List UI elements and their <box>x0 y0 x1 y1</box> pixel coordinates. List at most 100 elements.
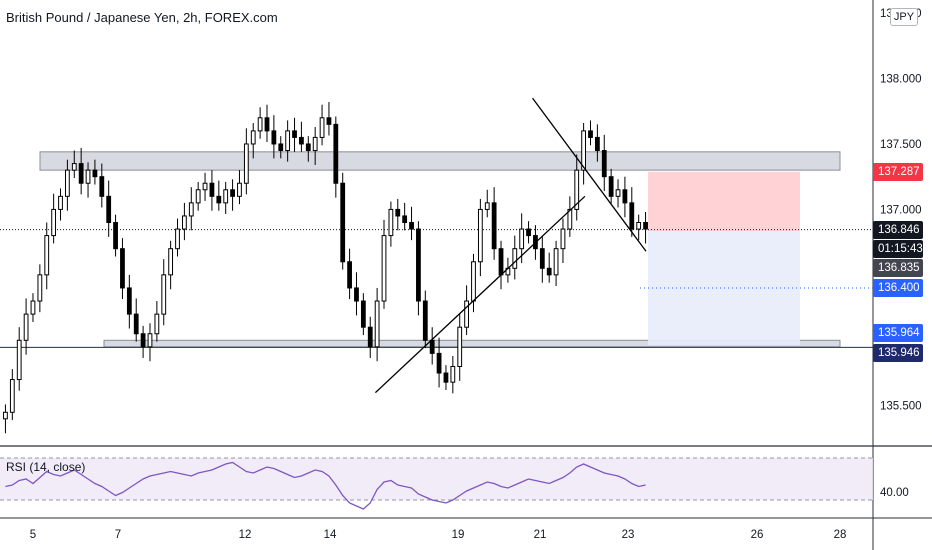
candle-body <box>402 215 408 224</box>
y-tick-label: 137.000 <box>880 204 922 216</box>
x-tick-label: 21 <box>534 529 547 541</box>
candle-body <box>16 339 22 381</box>
candle-body <box>264 117 270 132</box>
rsi-line <box>5 461 646 510</box>
candle-body <box>58 195 63 210</box>
candle-body <box>250 130 256 145</box>
candle-body <box>92 169 98 178</box>
candle-body <box>574 169 580 210</box>
ascending-trendline <box>374 195 586 394</box>
y-tick-label: 135.500 <box>880 401 922 413</box>
x-tick-label: 26 <box>751 529 764 541</box>
candle-body <box>526 228 531 237</box>
candle-body <box>615 189 621 197</box>
candle-body <box>106 195 112 224</box>
candle-body <box>175 228 180 250</box>
candle-body <box>44 235 50 276</box>
candle-body <box>581 130 587 171</box>
candle-body <box>636 222 642 230</box>
candle-body <box>560 228 566 250</box>
candle-body <box>161 274 167 315</box>
y-tick-label: 138.000 <box>880 74 922 86</box>
x-tick-label: 7 <box>115 529 121 541</box>
candle-body <box>147 333 153 348</box>
candle-body <box>154 313 160 335</box>
candle-body <box>519 228 525 250</box>
candle-body <box>498 248 504 276</box>
candle-body <box>608 176 614 197</box>
candle-body <box>126 287 132 315</box>
candle-body <box>436 352 442 374</box>
x-tick-label: 5 <box>30 529 36 541</box>
x-tick-label: 19 <box>452 529 465 541</box>
candle-body <box>285 130 291 152</box>
support-zone <box>103 339 841 348</box>
candle-body <box>388 208 394 237</box>
candle-body <box>202 182 208 191</box>
x-tick-label: 12 <box>239 529 252 541</box>
x-tick-label: 23 <box>622 529 635 541</box>
candle-body <box>37 274 43 302</box>
candle-body <box>257 117 263 132</box>
candle-body <box>367 326 373 348</box>
candle-body <box>23 313 29 341</box>
candle-body <box>64 169 70 197</box>
candle-body <box>305 143 311 152</box>
candle-body <box>278 143 284 152</box>
candle-body <box>292 130 297 138</box>
x-tick-label: 28 <box>834 529 847 541</box>
candle-body <box>319 117 325 138</box>
candle-body <box>9 379 15 413</box>
candle-body <box>140 333 146 348</box>
candle-body <box>120 248 125 289</box>
candle-body <box>209 182 215 197</box>
chart-title: British Pound / Japanese Yen, 2h, FOREX.… <box>6 10 278 25</box>
candle-body <box>168 248 174 276</box>
candle-body <box>113 222 118 250</box>
candle-body <box>360 300 366 328</box>
candle-body <box>450 365 456 383</box>
candle-body <box>216 195 222 204</box>
candle-body <box>195 189 201 204</box>
candle-body <box>409 222 414 230</box>
candle-body <box>567 208 573 230</box>
candle-body <box>71 163 77 171</box>
candle-body <box>230 189 235 197</box>
rsi-band <box>0 458 873 500</box>
target2-price-tag: 135.964 <box>873 324 923 342</box>
candle-body <box>333 123 339 184</box>
currency-badge[interactable]: JPY <box>890 8 918 26</box>
candle-body <box>99 176 105 197</box>
candle-body <box>422 300 428 341</box>
rsi-indicator-label[interactable]: RSI (14, close) <box>6 460 86 474</box>
stop-price-tag: 137.287 <box>873 162 923 181</box>
candle-body <box>30 300 36 315</box>
candle-body <box>464 300 469 328</box>
candle-body <box>243 143 249 184</box>
target-price-tag: 136.400 <box>873 278 923 297</box>
candle-body <box>299 136 304 145</box>
candle-body <box>326 117 332 125</box>
candle-body <box>416 228 421 302</box>
candle-body <box>78 163 84 184</box>
candle-body <box>484 202 490 210</box>
candle-body <box>553 248 559 276</box>
countdown-tag: 01:15:43 <box>873 239 923 258</box>
candle-body <box>347 261 352 289</box>
candle-body <box>312 136 318 152</box>
candle-body <box>340 182 346 263</box>
candle-body <box>622 189 628 204</box>
candle-body <box>395 208 401 217</box>
candle-body <box>643 222 648 230</box>
candle-body <box>381 235 387 302</box>
position-stop-area <box>648 171 800 232</box>
descending-trendline <box>532 97 647 252</box>
candle-body <box>429 339 435 354</box>
candle-body <box>546 267 552 276</box>
candle-body <box>271 130 277 145</box>
y-tick-label: 137.500 <box>880 139 922 151</box>
candle-body <box>3 411 8 420</box>
candle-body <box>594 136 600 152</box>
candle-body <box>443 372 449 383</box>
